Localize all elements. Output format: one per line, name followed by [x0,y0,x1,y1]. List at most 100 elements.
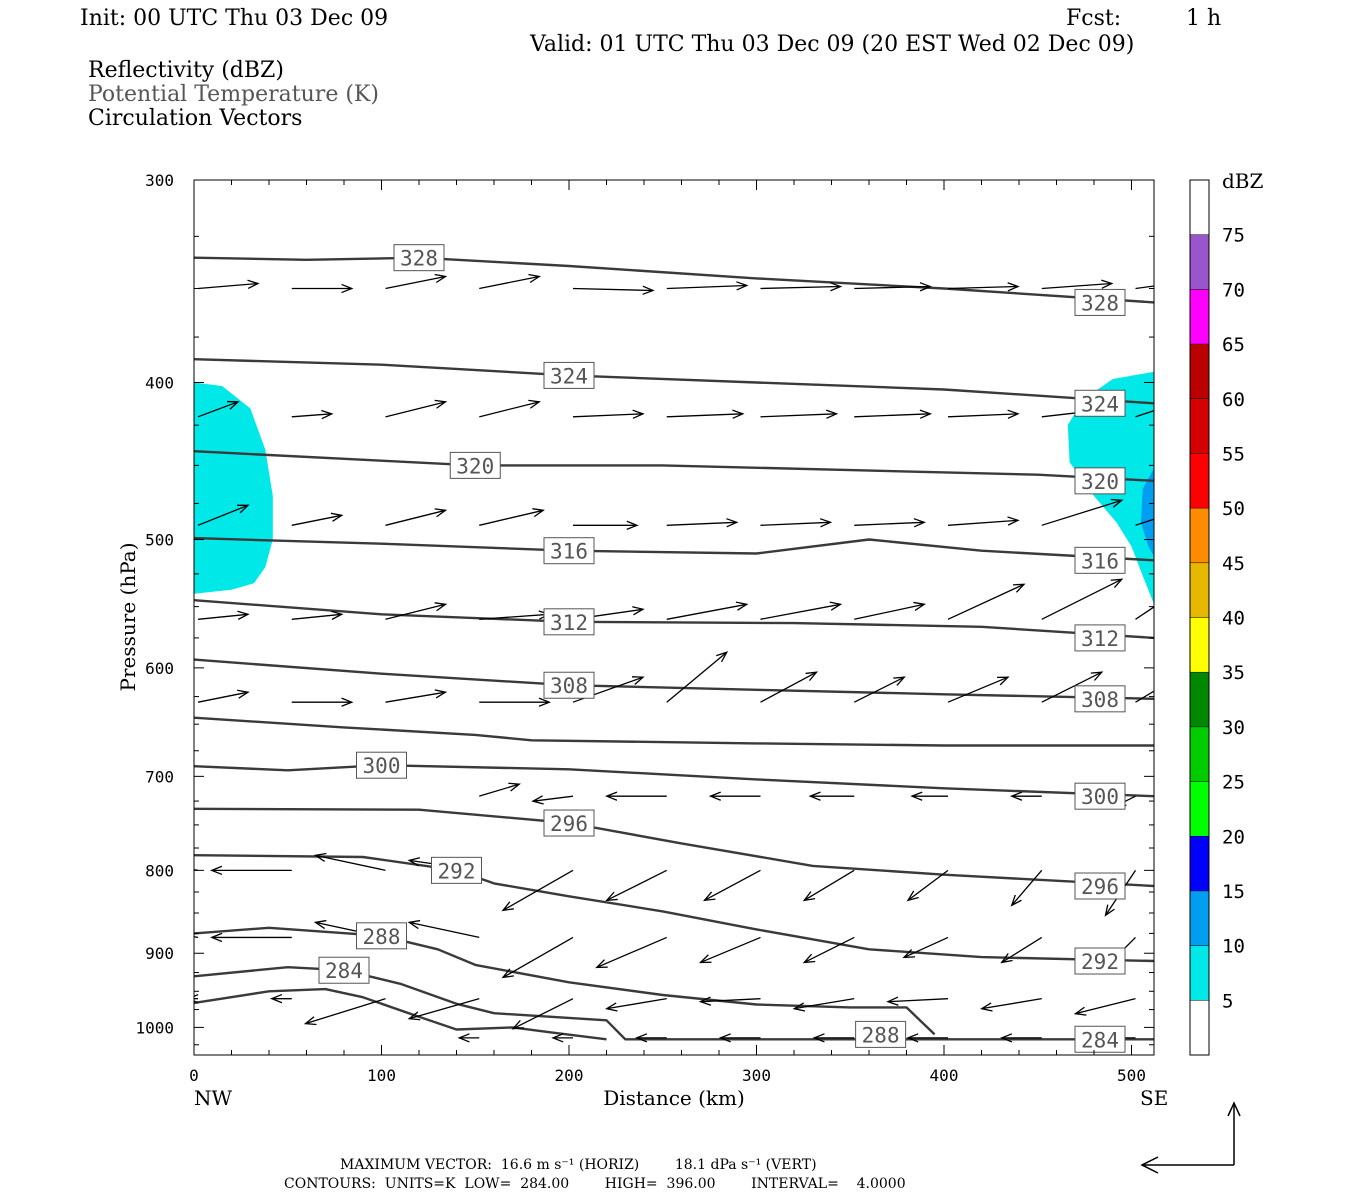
circulation-vector [479,275,540,290]
colorbar-segment [1190,398,1209,454]
y-tick-label: 300 [145,171,174,190]
circulation-vector-head [551,1033,564,1043]
circulation-vector [803,869,855,901]
circulation-vector-head [805,671,819,682]
contour-label: 300 [1081,785,1119,809]
colorbar-segment [1190,617,1209,673]
contour-info-note: CONTOURS: UNITS=K LOW= 284.00 HIGH= 396.… [284,1176,906,1192]
circulation-vector-head [532,508,545,518]
circulation-vector [197,282,259,290]
reflectivity-region [1140,468,1154,557]
circulation-vector-head [1090,671,1104,681]
contour-label: 292 [1081,950,1119,974]
circulation-vector-head [321,409,334,420]
circulation-vector [760,603,841,620]
theta-contour [194,599,1154,640]
contour-label-box [543,361,595,389]
forecast-hour: 1 h [1186,6,1222,31]
contour-label-box [1074,546,1126,574]
contour-label: 320 [456,454,494,478]
contour-label: 324 [1081,392,1119,416]
theta-contour [194,450,1154,482]
circulation-vector [1135,285,1154,290]
circulation-vector [666,413,743,418]
circulation-vector [291,613,342,620]
contour-label-box [1074,782,1126,810]
contour-label: 284 [1081,1028,1119,1052]
theta-contour [194,256,1154,304]
colorbar-level-label: 35 [1222,662,1245,684]
circulation-vector [502,869,574,911]
colorbar-frame [1189,179,1210,1056]
x-tick-label: 300 [742,1066,771,1085]
circulation-vector [903,936,949,959]
circulation-vector [760,413,837,418]
circulation-vector-head [330,512,344,522]
contour-label: 308 [550,674,588,698]
circulation-vector-head [605,1002,618,1012]
circulation-vector [291,514,342,526]
circulation-vector [1041,671,1103,703]
y-tick-label: 700 [145,767,174,786]
reference-vector-horizontal-head [1140,1156,1159,1174]
colorbar-segment [1190,344,1209,399]
circulation-vector-head [538,697,552,707]
colorbar-segment [1190,562,1209,618]
colorbar-level-label: 60 [1222,389,1245,411]
contour-label: 296 [550,812,588,836]
contour-label-box [1074,1025,1126,1053]
circulation-vector-head [718,1033,731,1043]
colorbar-level-label: 25 [1222,772,1245,794]
circulation-vector-head [1073,1006,1087,1016]
contour-label-box [543,671,595,699]
circulation-vector [803,936,855,964]
colorbar-level-label: 5 [1222,990,1233,1012]
circulation-vector-head [632,606,645,616]
circulation-vector-head [407,919,421,930]
circulation-vector [1135,690,1154,703]
colorbar-level-label: 30 [1222,717,1245,739]
circulation-vector-head [819,518,833,528]
circulation-vector-head [1012,583,1026,593]
circulation-vector-head [1101,279,1114,289]
contour-label-box [318,956,370,984]
circulation-vector [385,401,446,418]
theta-contour [194,658,1154,700]
circulation-vector-head [906,890,919,902]
x-tick-label: 500 [1117,1066,1146,1085]
circulation-vector-head [825,409,839,419]
circulation-vector-head [698,954,712,964]
circulation-vector-head [716,651,729,663]
theta-contour [194,987,607,1041]
reference-vector-vertical-head [1227,1101,1241,1117]
circulation-vector [479,613,550,620]
circulation-vector [666,651,728,703]
colorbar-level-label: 55 [1222,443,1245,465]
circulation-vector-head [434,399,448,409]
circulation-vector [700,936,761,964]
circulation-vector [385,691,446,703]
circulation-vector [385,603,446,620]
circulation-vector-head [886,996,899,1006]
circulation-vector [1135,518,1154,526]
field-circulation-vectors: Circulation Vectors [88,106,303,131]
circulation-vector [1135,606,1154,620]
circulation-vector-head [313,852,327,863]
circulation-vector-head [913,601,926,611]
y-tick-label: 600 [145,659,174,678]
circulation-vector [760,671,817,703]
contour-label: 312 [1081,627,1119,651]
circulation-vector-head [501,901,514,912]
circulation-vector [887,998,949,1003]
theta-contour [194,716,1154,747]
circulation-vector [197,613,249,620]
y-axis-label: Pressure (hPa) [116,543,140,692]
circulation-vector [197,401,239,418]
colorbar-level-label: 15 [1222,881,1245,903]
circulation-vector-head [605,891,618,902]
circulation-vector [1011,869,1043,906]
circulation-vector [1041,282,1112,290]
circulation-vector [947,583,1025,620]
circulation-vector-head [732,409,745,419]
circulation-vector-head [108,920,119,928]
